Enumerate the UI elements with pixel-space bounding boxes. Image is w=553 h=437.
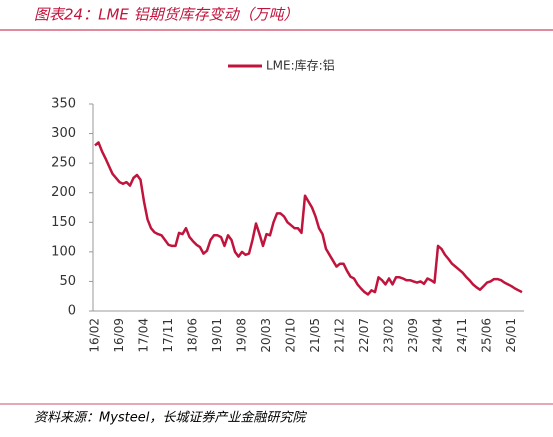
x-tick-label: 17/04 [137,318,151,353]
x-tick-label: 19/08 [235,318,249,353]
x-tick-label: 21/12 [333,318,347,353]
y-tick-label: 300 [51,126,76,141]
y-tick-label: 0 [68,304,76,319]
series-line [94,141,523,296]
x-tick-label: 24/11 [455,318,469,353]
x-tick-label: 24/04 [431,318,445,353]
x-tick-label: 25/06 [480,318,494,353]
y-tick-label: 100 [51,244,76,259]
x-tick-label: 20/03 [259,318,273,353]
x-tick-label: 26/01 [504,318,518,353]
x-tick-label: 19/01 [210,318,224,353]
legend-label: LME:库存:铝 [266,58,335,73]
x-tick-label: 17/11 [161,318,175,353]
x-tick-label: 18/06 [186,318,200,353]
y-tick-label: 250 [51,156,76,171]
x-tick-label: 23/02 [382,318,396,353]
x-tick-label: 21/05 [308,318,322,353]
y-tick-label: 150 [51,215,76,230]
y-tick-label: 350 [51,97,76,112]
x-tick-label: 22/07 [357,318,371,353]
x-tick-label: 16/09 [112,318,126,353]
source-note: 资料来源：Mysteel，长城证券产业金融研究院 [34,410,307,426]
y-tick-label: 200 [51,185,76,200]
y-tick-label: 50 [59,274,76,289]
x-tick-label: 16/02 [88,318,102,353]
x-tick-label: 20/10 [284,318,298,353]
chart-title: 图表24：LME 铝期货库存变动（万吨） [34,6,299,24]
x-tick-label: 23/09 [406,318,420,353]
